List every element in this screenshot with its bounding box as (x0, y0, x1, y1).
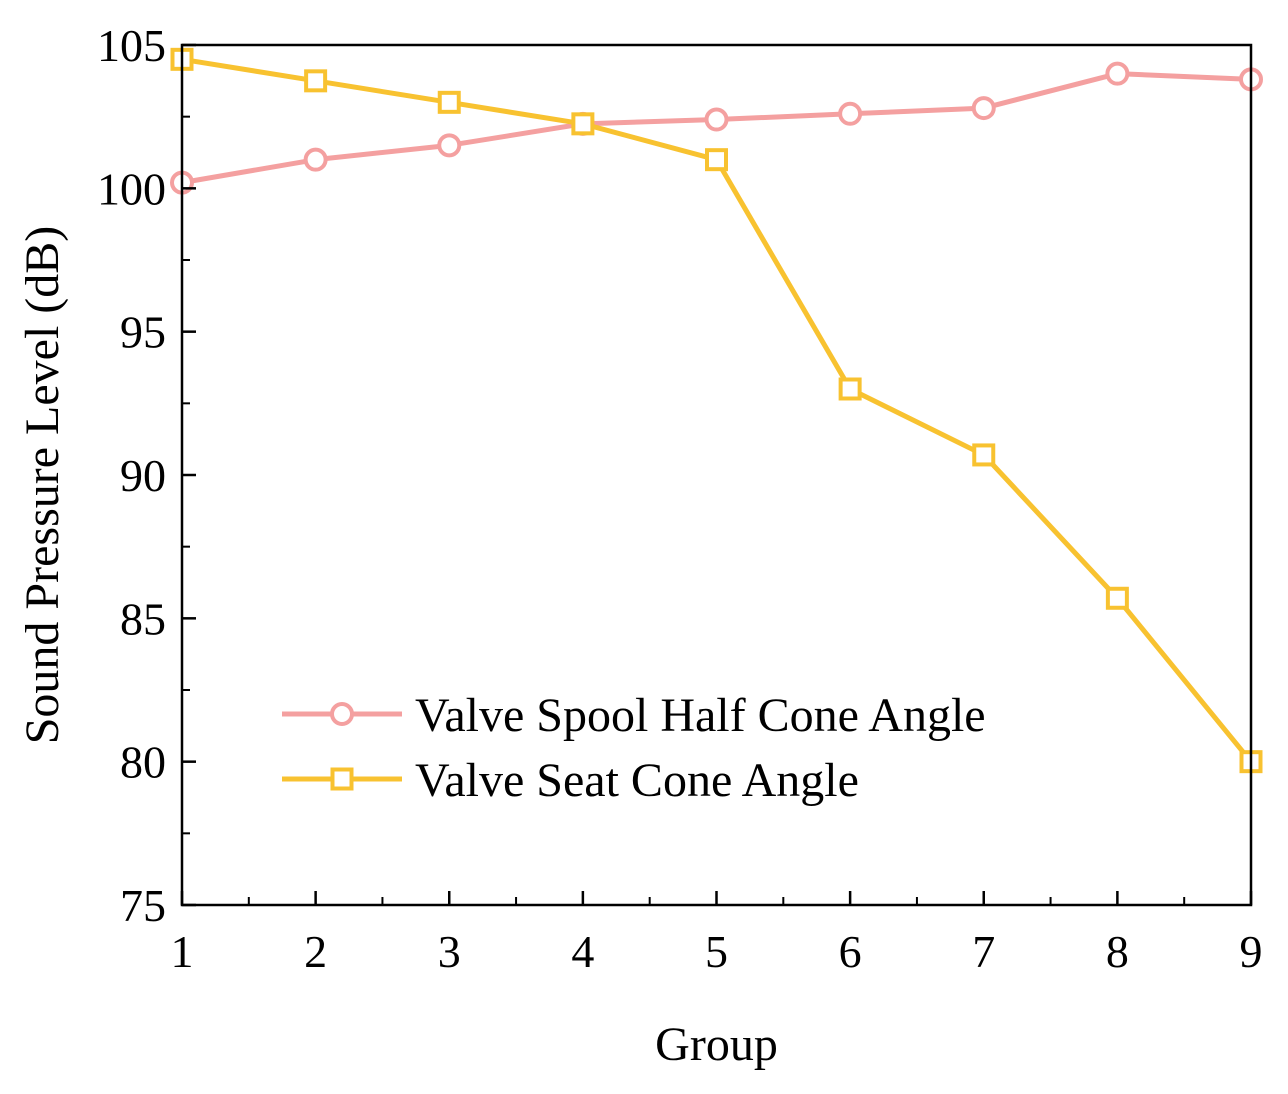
x-tick-label: 9 (1240, 926, 1263, 977)
x-tick-label: 3 (438, 926, 461, 977)
data-point (303, 147, 328, 172)
y-tick-label: 90 (120, 450, 166, 501)
y-tick-label: 75 (120, 880, 166, 931)
data-point (838, 101, 863, 126)
x-tick-label: 7 (972, 926, 995, 977)
x-axis-title: Group (655, 1018, 778, 1071)
legend-label: Valve Seat Cone Angle (415, 754, 859, 807)
data-point (838, 377, 862, 401)
x-tick-label: 2 (304, 926, 327, 977)
legend-item: Valve Seat Cone Angle (282, 754, 859, 807)
y-tick-label: 80 (120, 737, 166, 788)
x-tick-label: 8 (1106, 926, 1129, 977)
y-tick-label: 100 (97, 163, 166, 214)
data-point (972, 443, 996, 467)
y-tick-label: 95 (120, 307, 166, 358)
data-point (304, 69, 328, 93)
y-tick-label: 105 (97, 20, 166, 71)
axes: 1 2 3 4 5 6 7 8 9 75 80 85 90 95 100 105 (97, 20, 1263, 977)
data-point (437, 133, 462, 158)
data-point (1105, 61, 1130, 86)
x-tick-label: 1 (171, 926, 194, 977)
x-tick-label: 6 (839, 926, 862, 977)
legend-item: Valve Spool Half Cone Angle (282, 689, 986, 742)
data-point (704, 107, 729, 132)
legend-marker (330, 702, 354, 726)
data-point (437, 90, 461, 114)
legend-marker (330, 767, 354, 791)
data-point (571, 112, 595, 136)
plot-marks (170, 47, 1263, 774)
data-point (1105, 586, 1129, 610)
legend-label: Valve Spool Half Cone Angle (415, 689, 986, 742)
y-tick-label: 85 (120, 593, 166, 644)
series-2 (170, 47, 1263, 774)
legend: Valve Spool Half Cone Angle Valve Seat Co… (282, 689, 986, 807)
data-point (971, 96, 996, 121)
x-tick-label: 4 (571, 926, 594, 977)
y-axis-title: Sound Pressure Level (dB) (16, 226, 69, 745)
x-tick-label: 5 (705, 926, 728, 977)
data-point (705, 148, 728, 172)
